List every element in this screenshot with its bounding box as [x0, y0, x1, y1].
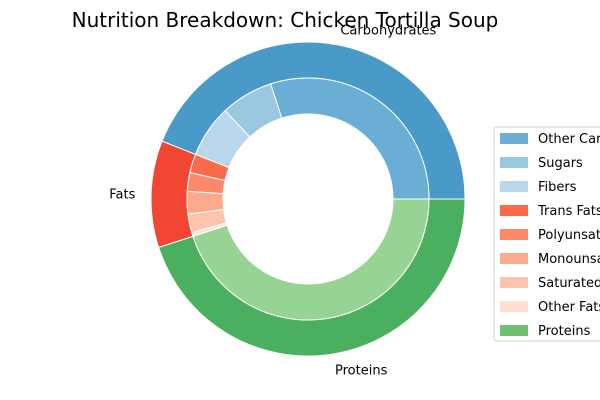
legend-swatch-other-carbohydrates: [500, 133, 528, 144]
outer-ring-labels: Carbohydrates Fats Proteins: [109, 23, 436, 378]
legend-swatch-polyunsaturated-fats: [500, 229, 528, 240]
legend-swatch-fibers: [500, 181, 528, 192]
outer-label-proteins: Proteins: [335, 364, 388, 379]
legend-swatch-saturated-fats: [500, 277, 528, 288]
legend-label-polyunsaturated-fats: Polyunsaturated Fats: [538, 228, 600, 243]
inner-ring: [186, 77, 430, 321]
chart-title: Nutrition Breakdown: Chicken Tortilla So…: [72, 8, 499, 32]
outer-label-fats: Fats: [109, 188, 135, 203]
legend-label-trans-fats: Trans Fats: [537, 204, 600, 219]
outer-label-carbohydrates: Carbohydrates: [340, 23, 436, 38]
legend: Other Carbohydrates Sugars Fibers Trans Fat…: [493, 126, 600, 342]
legend-swatch-proteins: [500, 325, 528, 336]
legend-label-sugars: Sugars: [538, 156, 583, 171]
legend-label-other-carbohydrates: Other Carbohydrates: [538, 132, 600, 147]
legend-label-fibers: Fibers: [538, 180, 577, 195]
legend-swatch-monounsaturated-fats: [500, 253, 528, 264]
legend-label-other-fats: Other Fats: [538, 300, 600, 315]
legend-swatch-trans-fats: [500, 205, 528, 216]
inner-slice-proteins: [192, 198, 430, 321]
legend-swatch-other-fats: [500, 301, 528, 312]
legend-swatch-sugars: [500, 157, 528, 168]
legend-label-proteins: Proteins: [538, 324, 591, 339]
legend-label-saturated-fats: Saturated Fats: [538, 276, 600, 291]
legend-label-monounsaturated-fats: Monounsaturated Fats: [538, 252, 600, 267]
